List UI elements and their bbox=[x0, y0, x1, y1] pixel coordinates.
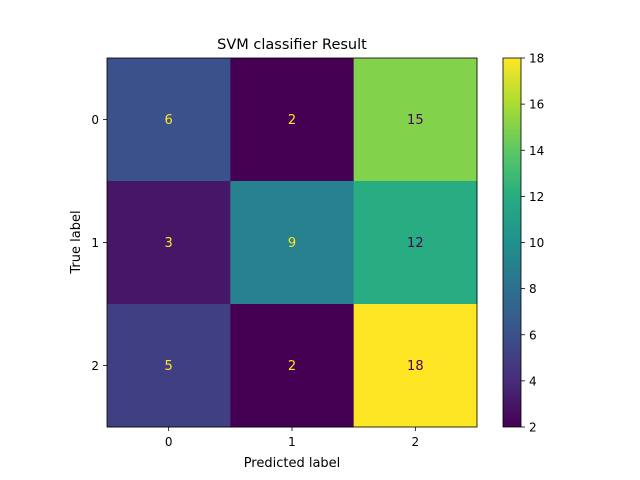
cell-value-label: 3 bbox=[165, 236, 173, 251]
colorbar-tick-label: 2 bbox=[529, 421, 537, 435]
chart-title: SVM classifier Result bbox=[217, 37, 367, 53]
x-tick-label: 0 bbox=[165, 435, 173, 449]
heatmap-cell bbox=[353, 181, 478, 305]
cell-value-label: 6 bbox=[165, 113, 173, 128]
colorbar-tick-label: 6 bbox=[529, 328, 537, 342]
colorbar-tick-label: 10 bbox=[529, 236, 544, 250]
x-tick-label: 2 bbox=[412, 435, 420, 449]
colorbar-ticks: 2 4 6 8 10 12 14 16 18 bbox=[521, 52, 544, 435]
y-axis-label: True label bbox=[69, 210, 84, 274]
y-tick-label: 1 bbox=[91, 236, 99, 250]
colorbar-tick-label: 18 bbox=[529, 52, 544, 66]
colorbar-tick-label: 16 bbox=[529, 98, 544, 112]
heatmap-cell bbox=[107, 181, 231, 305]
heatmap-cell bbox=[230, 181, 355, 305]
cell-value-label: 18 bbox=[407, 359, 424, 374]
heatmap-cell bbox=[230, 304, 355, 428]
x-axis-label: Predicted label bbox=[244, 456, 341, 471]
colorbar-tick-label: 8 bbox=[529, 282, 537, 296]
heatmap-cell-labels: 6 2 15 3 9 12 5 2 18 bbox=[165, 113, 424, 374]
cell-value-label: 5 bbox=[165, 359, 173, 374]
cell-value-label: 15 bbox=[407, 113, 424, 128]
cell-value-label: 2 bbox=[288, 113, 296, 128]
heatmap-cell bbox=[353, 304, 478, 428]
colorbar bbox=[502, 57, 522, 428]
heatmap-cell bbox=[107, 304, 231, 428]
heatmap-cells bbox=[107, 58, 478, 428]
heatmap-cell bbox=[230, 58, 355, 182]
colorbar-tick-label: 14 bbox=[529, 144, 544, 158]
cell-value-label: 2 bbox=[288, 359, 296, 374]
y-axis-ticks: 0 1 2 bbox=[91, 113, 107, 373]
x-tick-label: 1 bbox=[288, 435, 296, 449]
cell-value-label: 12 bbox=[407, 236, 424, 251]
y-tick-label: 0 bbox=[91, 113, 99, 127]
colorbar-tick-label: 12 bbox=[529, 190, 544, 204]
y-tick-label: 2 bbox=[91, 359, 99, 373]
x-axis-ticks: 0 1 2 bbox=[165, 427, 419, 449]
cell-value-label: 9 bbox=[288, 236, 296, 251]
colorbar-tick-label: 4 bbox=[529, 374, 537, 388]
heatmap-cell bbox=[107, 58, 231, 182]
heatmap-cell bbox=[353, 58, 478, 182]
